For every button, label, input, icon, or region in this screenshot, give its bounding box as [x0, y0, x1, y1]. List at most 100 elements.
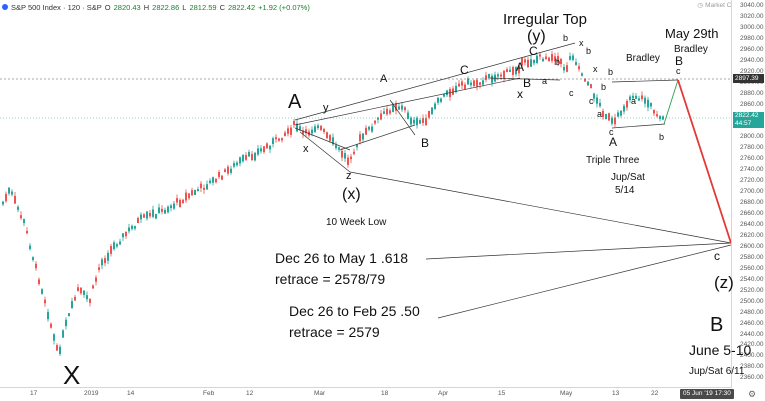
candle-body — [623, 105, 625, 112]
high-label: H — [143, 2, 150, 12]
candle-body — [302, 130, 304, 135]
channel-lower-line[interactable] — [294, 77, 521, 126]
wave-ab-line[interactable] — [489, 77, 561, 81]
label-c-small: c — [714, 249, 720, 263]
candle-body — [305, 129, 307, 134]
projection-line-1[interactable] — [349, 171, 732, 244]
label-A3: A — [609, 135, 618, 149]
label-a3: a — [631, 96, 637, 106]
label-c1: c — [569, 88, 574, 98]
label-x3: x — [593, 64, 598, 74]
price-axis-label: 2520.00 — [740, 286, 764, 294]
price-axis-label: 2760.00 — [740, 155, 764, 163]
price-axis-label: 2880.00 — [740, 89, 764, 97]
candle-body — [290, 127, 292, 135]
candle-body — [647, 99, 649, 108]
retrace-line-2[interactable] — [437, 244, 732, 319]
candle-body — [437, 97, 439, 103]
candle-body — [575, 62, 577, 65]
candle-body — [257, 148, 259, 155]
time-axis-label: 13 — [612, 390, 620, 397]
candle-body — [185, 192, 187, 201]
candle-body — [587, 81, 589, 86]
symbol-label[interactable]: S&P 500 Index · 120 · S&P — [11, 2, 102, 12]
candle-body — [563, 67, 565, 71]
candle-body — [449, 89, 451, 97]
candle-body — [23, 219, 25, 224]
candle-body — [635, 95, 637, 99]
candle-body — [8, 187, 10, 194]
label-y1: y — [323, 102, 329, 114]
price-axis-label: 2440.00 — [740, 330, 764, 338]
time-axis-label: May — [560, 390, 573, 397]
time-axis[interactable]: 17 2019 14 Feb 12 Mar 18 Apr 15 May 13 22 — [0, 387, 731, 401]
low-value: 2812.59 — [189, 2, 217, 12]
candle-body — [125, 231, 127, 237]
candle-body — [371, 126, 373, 132]
price-axis[interactable]: 3040.00 3020.00 3000.00 2980.00 2960.00 2940.… — [731, 0, 765, 388]
candle-body — [92, 285, 94, 289]
label-x1: x — [303, 143, 309, 155]
channel-z-line[interactable] — [339, 124, 416, 151]
candle-body — [536, 55, 538, 63]
candle-body — [38, 279, 40, 285]
price-tag-top: 2897.39 — [733, 74, 764, 83]
candle-body — [356, 144, 358, 148]
label-june-5-10: June 5-10 — [689, 342, 752, 358]
candle-body — [617, 112, 619, 117]
price-axis-label: 2580.00 — [740, 253, 764, 261]
candle-body — [413, 119, 415, 124]
candle-body — [512, 67, 514, 75]
candle-body — [416, 117, 418, 126]
candle-body — [389, 110, 391, 114]
price-axis-label: 2960.00 — [740, 45, 764, 53]
candle-body — [164, 209, 166, 214]
candle-body — [263, 146, 265, 153]
gear-icon[interactable]: ⚙ — [748, 389, 757, 399]
label-jupsat-2: Jup/Sat 6/11 — [689, 366, 745, 377]
forecast-red-line[interactable] — [677, 79, 732, 244]
candle-body — [161, 208, 163, 212]
label-retrace-1a: Dec 26 to May 1 .618 — [275, 250, 409, 266]
candle-body — [44, 299, 46, 304]
candle-body — [275, 137, 277, 140]
candle-body — [422, 118, 424, 124]
channel-upper-line[interactable] — [294, 42, 576, 121]
label-b2: b — [608, 67, 614, 77]
symbol-dot-icon — [2, 4, 8, 10]
candle-body — [167, 206, 169, 213]
candle-body — [287, 128, 289, 134]
candle-body — [407, 112, 409, 119]
channel-x-line[interactable] — [294, 127, 351, 151]
candle-body — [419, 120, 421, 124]
candle-body — [398, 106, 400, 110]
wave-x-segment[interactable] — [299, 131, 351, 173]
candle-body — [458, 83, 460, 87]
label-jupsat-1: Jup/Sat — [611, 172, 645, 183]
candle-body — [641, 95, 643, 99]
candle-body — [47, 311, 49, 320]
forecast-green-line[interactable] — [663, 79, 679, 125]
wave-b-line[interactable] — [389, 99, 416, 136]
candle-body — [374, 120, 376, 124]
retrace-line-1[interactable] — [425, 242, 732, 260]
candle-body — [32, 257, 34, 260]
candle-body — [332, 137, 334, 145]
triangle-lower-line[interactable] — [611, 123, 666, 129]
candle-body — [599, 102, 601, 107]
price-axis-label: 2380.00 — [740, 363, 764, 371]
candle-body — [317, 125, 319, 129]
candle-body — [260, 148, 262, 152]
time-axis-label: 2019 — [84, 390, 99, 397]
triangle-upper-line[interactable] — [611, 79, 679, 83]
candle-body — [89, 298, 91, 303]
label-y-paren: (y) — [527, 28, 546, 45]
open-label: O — [104, 2, 111, 12]
candle-body — [74, 296, 76, 301]
candle-body — [152, 209, 154, 217]
candle-body — [128, 227, 130, 232]
candle-body — [65, 319, 67, 327]
candle-body — [218, 171, 220, 177]
